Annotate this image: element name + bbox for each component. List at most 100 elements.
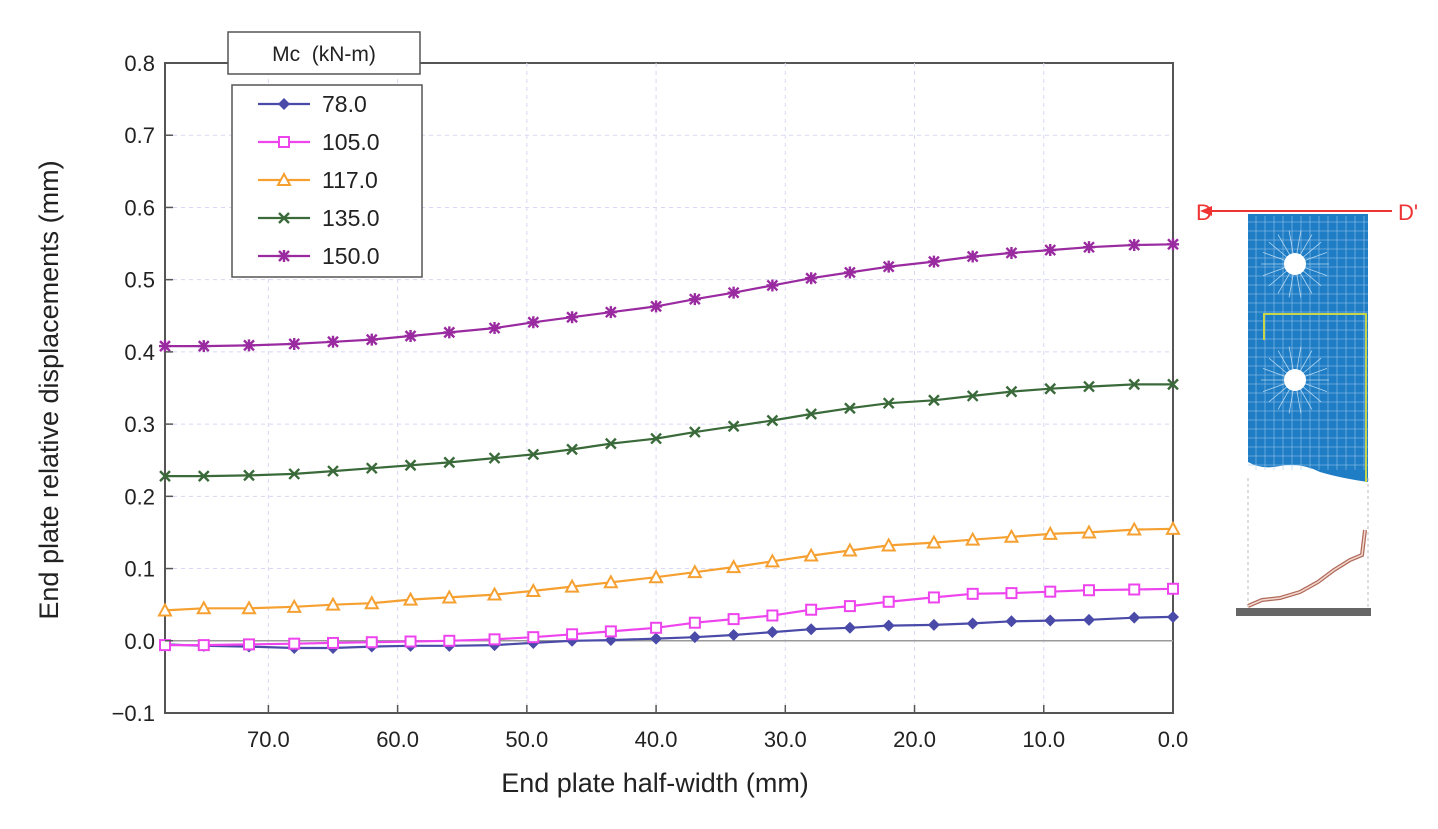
data-point — [243, 469, 255, 482]
series-layer — [157, 238, 1181, 654]
data-point — [966, 250, 979, 263]
series-line — [165, 587, 1174, 647]
deformed-shape-curve — [1247, 529, 1367, 608]
data-point — [404, 459, 417, 472]
data-point — [1128, 378, 1141, 391]
data-point — [766, 414, 779, 427]
legend-item: 135.0 — [258, 205, 380, 231]
data-point — [566, 628, 579, 641]
legend-label: 78.0 — [322, 91, 367, 117]
data-point — [603, 574, 619, 589]
legend-item: 150.0 — [258, 243, 380, 269]
data-point — [197, 639, 210, 652]
y-axis-ticks: −0.1 0.0 0.1 0.2 0.3 0.4 0.5 0.6 0.7 0.8 — [112, 51, 173, 726]
x-tick-label: 0.0 — [1158, 727, 1189, 752]
legend-item: 78.0 — [258, 91, 367, 117]
data-point — [926, 534, 942, 549]
data-point — [327, 465, 339, 477]
data-point — [688, 631, 701, 644]
data-point — [288, 637, 301, 650]
series-135.0 — [159, 378, 1179, 482]
y-tick-label: 0.1 — [124, 557, 155, 582]
x-axis-ticks: 70.0 60.0 50.0 40.0 30.0 20.0 10.0 0.0 — [247, 705, 1188, 752]
x-tick-label: 70.0 — [247, 727, 290, 752]
data-point — [766, 609, 779, 622]
data-point — [843, 266, 856, 279]
data-point — [1044, 382, 1057, 395]
x-tick-label: 60.0 — [376, 727, 419, 752]
legend-swatch-marker — [276, 171, 292, 186]
data-point — [604, 437, 617, 450]
x-tick-label: 10.0 — [1022, 727, 1065, 752]
data-point — [327, 636, 339, 649]
data-point — [443, 326, 456, 339]
legend-swatch-marker — [278, 212, 290, 224]
data-point — [1083, 584, 1095, 597]
data-point — [650, 621, 663, 634]
section-arrow-left — [1200, 206, 1212, 216]
data-point — [725, 559, 742, 574]
deformed-shape-curve-inner — [1247, 529, 1366, 607]
data-point — [1167, 238, 1179, 251]
data-point — [928, 394, 940, 407]
data-point — [327, 335, 339, 348]
data-point — [927, 618, 940, 631]
legend-swatch-marker — [278, 250, 290, 262]
data-point — [1044, 585, 1057, 598]
data-point — [1128, 583, 1141, 596]
series-line — [165, 243, 1174, 348]
data-point — [604, 306, 617, 319]
data-point — [564, 578, 580, 593]
data-point — [882, 397, 895, 410]
data-point — [1167, 378, 1179, 391]
data-point — [365, 462, 378, 475]
data-point — [727, 613, 740, 626]
x-axis-title: End plate half-width (mm) — [501, 768, 809, 798]
data-point — [1005, 385, 1018, 398]
end-plate-inset: D D' — [1196, 200, 1418, 616]
data-point — [488, 633, 501, 646]
series-line — [164, 615, 1174, 650]
data-point — [687, 564, 703, 579]
x-tick-label: 50.0 — [505, 727, 548, 752]
data-point — [1167, 582, 1179, 595]
data-point — [1044, 244, 1057, 257]
data-point — [966, 617, 979, 630]
legend-items: 78.0 105.0 117.0 135.0 150.0 — [258, 91, 380, 269]
legend-label: 150.0 — [322, 243, 380, 269]
data-point — [842, 542, 858, 557]
data-point — [648, 569, 664, 584]
y-tick-label: 0.8 — [124, 51, 155, 76]
data-point — [604, 625, 617, 638]
y-tick-label: 0.5 — [124, 268, 155, 293]
data-point — [805, 408, 818, 420]
data-point — [727, 420, 740, 433]
data-point — [243, 339, 255, 352]
data-point — [1003, 528, 1020, 543]
data-point — [688, 616, 701, 629]
data-point — [965, 531, 981, 546]
data-point — [727, 629, 740, 641]
data-point — [159, 470, 171, 482]
legend-item: 105.0 — [258, 129, 380, 155]
data-point — [688, 293, 701, 306]
data-point — [1083, 613, 1095, 626]
y-axis-title: End plate relative displacements (mm) — [34, 160, 64, 619]
data-point — [727, 286, 740, 299]
data-point — [1126, 521, 1142, 536]
data-point — [1083, 241, 1095, 254]
legend-title-box — [227, 31, 421, 75]
data-point — [766, 279, 779, 292]
y-tick-label: −0.1 — [112, 701, 155, 726]
data-point — [927, 591, 940, 604]
data-point — [566, 311, 579, 324]
data-point — [843, 600, 856, 613]
data-point — [1128, 611, 1141, 624]
y-tick-label: 0.4 — [124, 340, 155, 365]
data-point — [443, 634, 456, 647]
data-point — [805, 603, 818, 616]
data-point — [402, 591, 419, 606]
data-point — [243, 638, 255, 651]
base-line — [1236, 608, 1371, 616]
data-point — [688, 426, 701, 438]
